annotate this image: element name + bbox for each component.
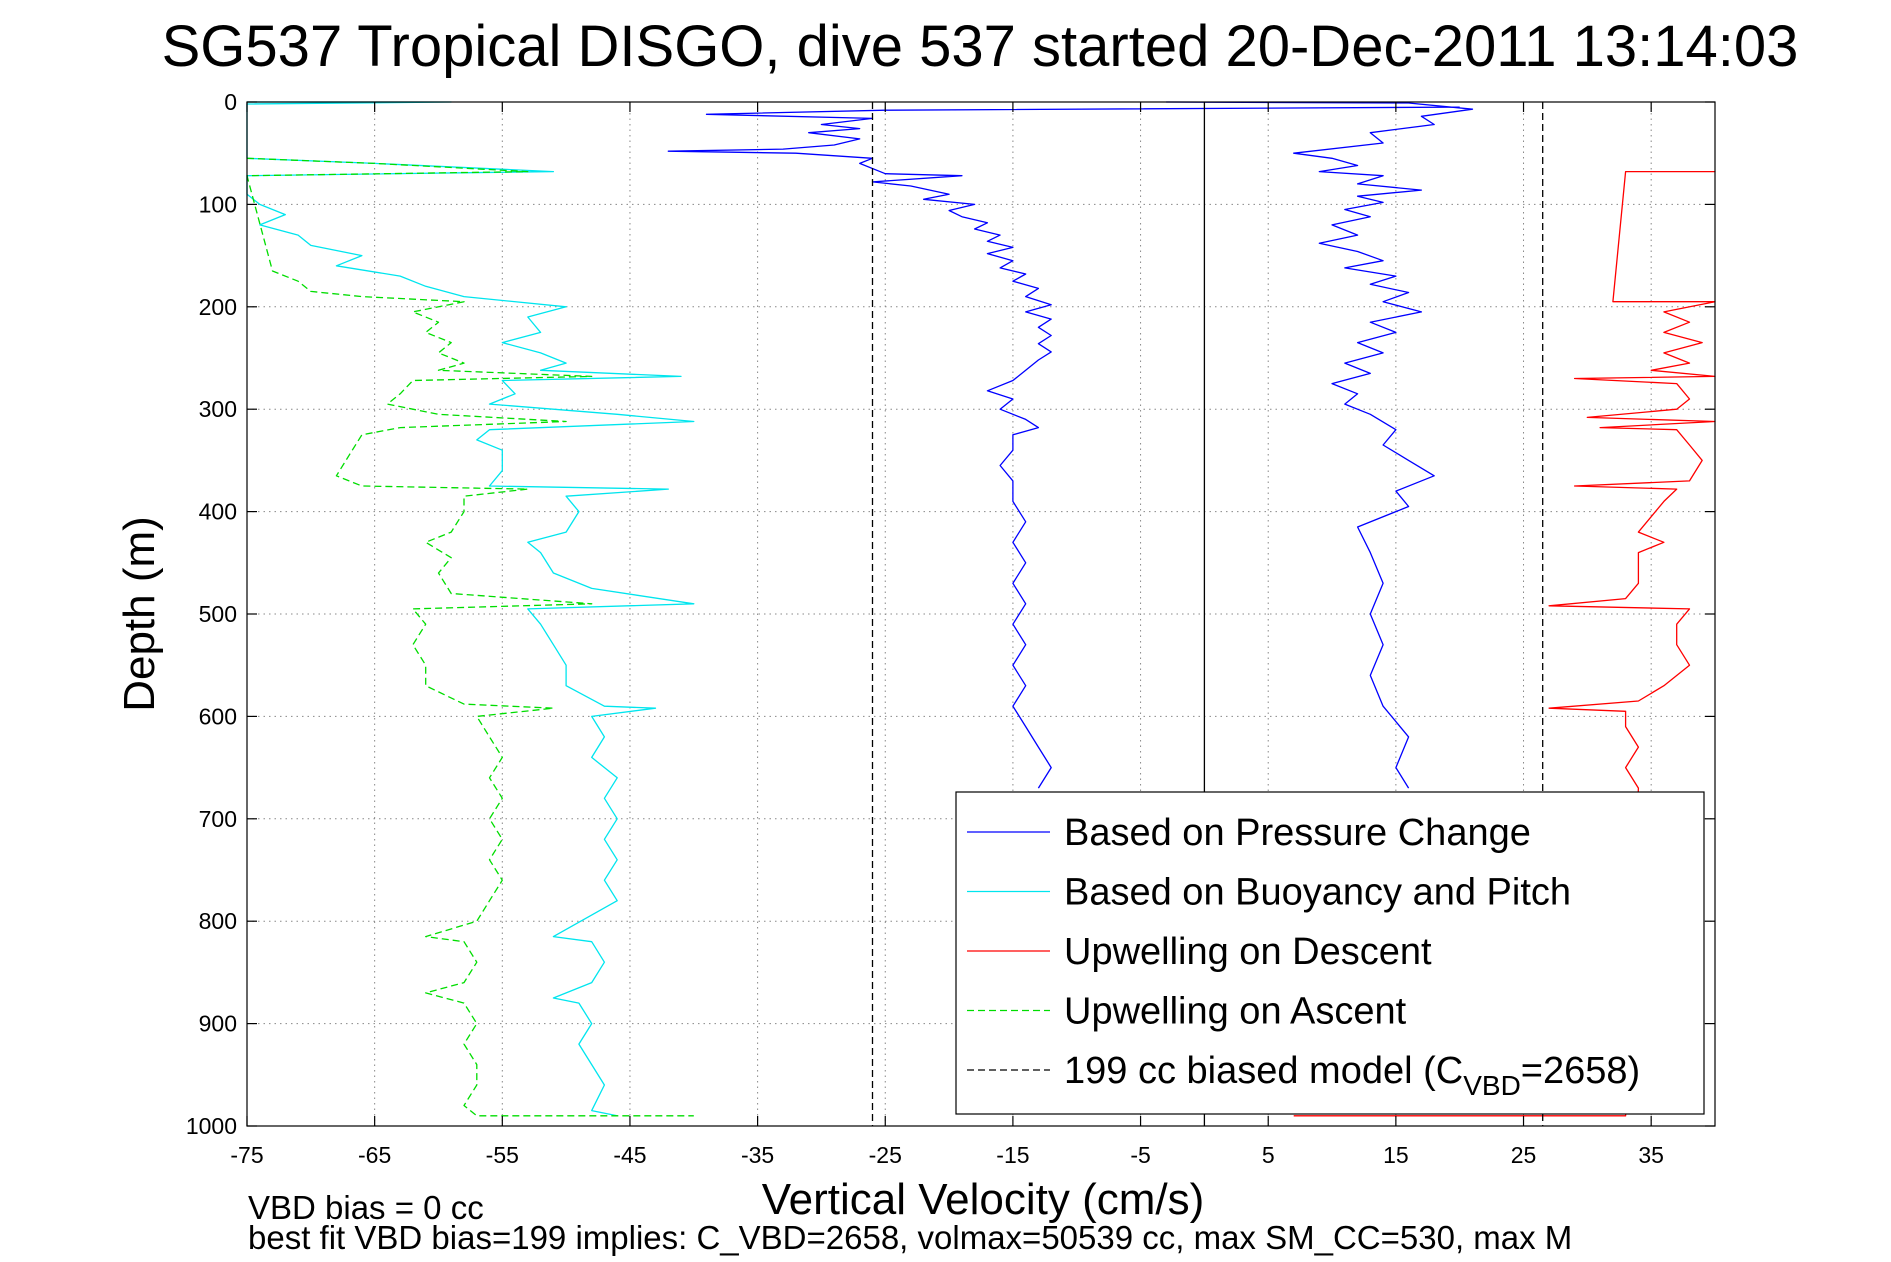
x-tick-label: -45 xyxy=(613,1142,646,1168)
x-tick-label: -5 xyxy=(1130,1142,1150,1168)
series-based-on-pressure-change xyxy=(667,106,1460,789)
legend-label-prefix: 199 cc biased model (C xyxy=(1064,1050,1463,1092)
legend-label-suffix: =2658) xyxy=(1521,1050,1640,1092)
legend-label: 199 cc biased model (CVBD=2658) xyxy=(1064,1050,1640,1101)
legend-label-subscript: VBD xyxy=(1463,1070,1521,1101)
x-tick-label: 5 xyxy=(1262,1142,1275,1168)
series-based-on-pressure-change-ascent xyxy=(1166,101,1474,789)
x-tick-label: -65 xyxy=(358,1142,391,1168)
chart-title: SG537 Tropical DISGO, dive 537 started 2… xyxy=(162,14,1799,79)
y-axis: 0 100 200 300 400 500 600 700 800 900 1000 xyxy=(186,89,1715,1139)
legend-entries: Based on Pressure Change Based on Buoyanc… xyxy=(967,812,1640,1101)
x-tick-label: 15 xyxy=(1383,1142,1409,1168)
y-tick-label: 100 xyxy=(199,191,237,217)
y-tick-label: 500 xyxy=(199,601,237,627)
x-axis: -75 -65 -55 -45 -35 -25 -15 -5 5 15 25 35 xyxy=(230,102,1664,1168)
series-based-on-buoyancy-and-pitch xyxy=(246,101,695,1117)
series-upwelling-on-descent xyxy=(1293,170,1716,1117)
x-tick-label: 25 xyxy=(1511,1142,1537,1168)
y-tick-label: 700 xyxy=(199,806,237,832)
y-tick-label: 600 xyxy=(199,703,237,729)
y-tick-label: 300 xyxy=(199,396,237,422)
footer-line-2: best fit VBD bias=199 implies: C_VBD=265… xyxy=(248,1219,1572,1256)
x-tick-label: -25 xyxy=(869,1142,902,1168)
legend-label: Upwelling on Descent xyxy=(1064,931,1432,973)
y-tick-label: 400 xyxy=(199,499,237,525)
y-tick-label: 900 xyxy=(199,1011,237,1037)
y-axis-label: Depth (m) xyxy=(115,516,164,712)
x-tick-label: 35 xyxy=(1638,1142,1664,1168)
x-tick-label: -55 xyxy=(486,1142,519,1168)
series-upwelling-on-ascent xyxy=(246,157,694,1117)
legend-label: Based on Buoyancy and Pitch xyxy=(1064,872,1571,914)
x-axis-label: Vertical Velocity (cm/s) xyxy=(762,1175,1205,1224)
y-tick-label: 200 xyxy=(199,294,237,320)
x-tick-label: -75 xyxy=(230,1142,263,1168)
y-tick-label: 0 xyxy=(224,89,237,115)
legend-label: Based on Pressure Change xyxy=(1064,812,1531,854)
y-tick-label: 800 xyxy=(199,908,237,934)
x-tick-label: -15 xyxy=(996,1142,1029,1168)
legend: Based on Pressure Change Based on Buoyanc… xyxy=(955,791,1705,1115)
y-tick-label: 1000 xyxy=(186,1113,237,1139)
legend-box xyxy=(955,791,1705,1115)
footer-line-1: VBD bias = 0 cc xyxy=(248,1189,484,1226)
legend-label: Upwelling on Ascent xyxy=(1064,991,1407,1033)
x-tick-label: -35 xyxy=(741,1142,774,1168)
